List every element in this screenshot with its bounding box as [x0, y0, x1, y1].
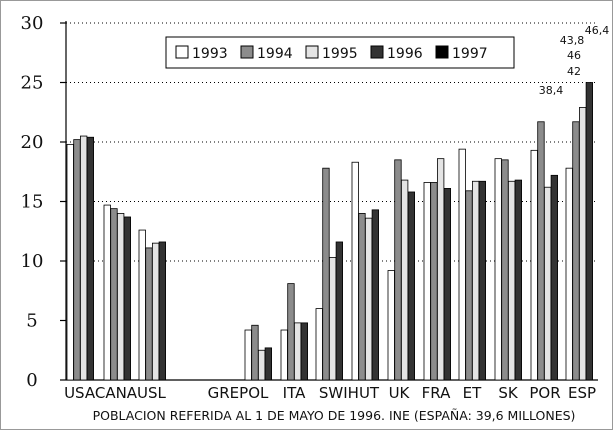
x-tick-label: POR — [529, 384, 560, 402]
bar-usa-1993 — [66, 143, 74, 381]
legend-label-1996: 1996 — [387, 46, 423, 62]
bar-et-1996 — [478, 180, 487, 381]
y-tick-label: 0 — [26, 370, 37, 391]
x-tick-label: ESP — [568, 384, 596, 402]
x-tick-label: GREPOL — [208, 384, 269, 402]
legend: 1993 1994 1995 1996 1997 — [165, 36, 515, 69]
y-tick-label: 15 — [21, 192, 44, 213]
bar-can-1995 — [117, 212, 125, 381]
bar-por-1996 — [550, 174, 558, 381]
x-tick-label: SK — [498, 384, 519, 402]
bar-uk-1996 — [407, 191, 416, 381]
data-label-46-4: 46,4 — [585, 24, 610, 37]
bar-swi-1993 — [315, 308, 323, 381]
bar-swi-1994 — [322, 167, 330, 381]
legend-swatch-1993 — [175, 45, 189, 59]
bar-ita-1994 — [287, 283, 295, 381]
y-tick-label: 30 — [21, 13, 44, 34]
bar-can-1993 — [103, 204, 111, 381]
legend-swatch-1994 — [240, 45, 254, 59]
bar-por-1995 — [544, 186, 552, 381]
bar-pol-1996 — [264, 347, 273, 381]
legend-label-1997: 1997 — [452, 46, 488, 62]
legend-label-1995: 1995 — [322, 46, 358, 62]
bar-sk-1993 — [494, 158, 502, 381]
bar-hut-1995 — [364, 217, 373, 381]
bar-can-1994 — [110, 208, 118, 381]
bar-swi-1995 — [328, 257, 337, 381]
bar-esp-1994 — [572, 121, 580, 381]
bar-fra-1996 — [443, 188, 452, 381]
x-tick-label: SWIHUT — [319, 384, 380, 402]
x-tick-label: ITA — [283, 384, 306, 402]
bar-esp-1993 — [565, 167, 573, 381]
data-label-42: 42 — [567, 65, 581, 78]
legend-swatch-1995 — [305, 45, 319, 59]
bar-sk-1996 — [514, 179, 522, 381]
legend-box — [165, 36, 515, 69]
bar-hut-1993 — [351, 161, 359, 381]
bar-sk-1994 — [501, 159, 509, 381]
bar-por-1993 — [530, 149, 538, 381]
x-tick-label: ET — [463, 384, 482, 402]
bar-sk-1995 — [507, 180, 516, 381]
bar-usa-1996 — [86, 136, 94, 381]
bar-usa-1994 — [73, 139, 81, 381]
bar-pol-1995 — [257, 349, 266, 381]
x-tick-label: USACANAUSL — [64, 384, 166, 402]
bar-swi-1996 — [335, 241, 344, 381]
y-tick-label: 10 — [21, 251, 44, 272]
data-label-43-8: 43,8 — [560, 34, 585, 47]
bar-et-1994 — [465, 190, 473, 381]
x-tick-label: UK — [389, 384, 411, 402]
bar-hut-1994 — [358, 212, 366, 381]
bar-ita-1996 — [300, 322, 309, 381]
legend-swatch-1996 — [370, 45, 384, 59]
bar-ita-1995 — [293, 322, 302, 381]
bar-aus-1993 — [138, 229, 146, 381]
bar-esp-1996 — [585, 82, 593, 381]
bar-aus-1995 — [151, 242, 160, 381]
y-axis: 0 5 10 15 20 25 30 — [21, 13, 598, 391]
y-tick-label: 5 — [26, 311, 37, 332]
y-tick-label: 25 — [21, 73, 44, 94]
bar-hut-1996 — [371, 209, 380, 381]
bar-aus-1994 — [145, 247, 153, 381]
bar-uk-1994 — [394, 159, 402, 381]
x-axis: USACANAUSL GREPOL ITA SWIHUT UK FRA ET SK POR ESP — [64, 384, 596, 402]
bar-aus-1996 — [158, 241, 167, 381]
bar-fra-1994 — [430, 182, 438, 381]
bar-fra-1993 — [423, 182, 431, 381]
bar-ita-1993 — [280, 329, 288, 381]
bar-fra-1995 — [436, 158, 445, 381]
bar-pol-1993 — [244, 329, 252, 381]
legend-label-1993: 1993 — [192, 46, 228, 62]
bar-usa-1995 — [80, 135, 88, 381]
chart-caption: POBLACION REFERIDA AL 1 DE MAYO DE 1996.… — [93, 408, 576, 423]
bar-esp-1995 — [579, 107, 587, 381]
bars-layer — [66, 82, 593, 381]
annotations: 43,8 46 42 46,4 38,4 — [539, 24, 610, 97]
y-tick-label: 20 — [21, 132, 44, 153]
bar-uk-1995 — [400, 179, 409, 381]
bar-por-1994 — [537, 121, 545, 381]
data-label-46: 46 — [567, 49, 581, 62]
bar-et-1995 — [471, 180, 480, 381]
bar-et-1993 — [458, 148, 466, 381]
bar-can-1996 — [123, 216, 131, 381]
legend-swatch-1997 — [435, 45, 449, 59]
data-label-38-4: 38,4 — [539, 84, 564, 97]
bar-pol-1994 — [251, 324, 259, 381]
legend-label-1994: 1994 — [257, 46, 293, 62]
bar-uk-1993 — [387, 270, 395, 381]
x-tick-label: FRA — [422, 384, 451, 402]
